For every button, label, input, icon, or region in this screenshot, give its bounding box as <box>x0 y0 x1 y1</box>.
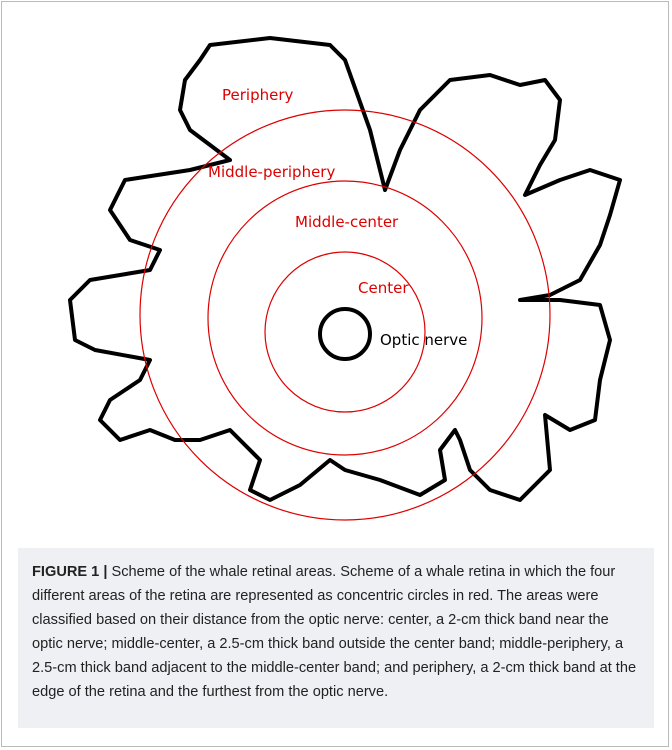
retina-outline <box>70 38 620 500</box>
area-label: Middle-center <box>295 213 399 231</box>
area-label: Periphery <box>222 86 293 104</box>
periphery-circle <box>140 110 550 520</box>
area-label: Middle-periphery <box>208 163 335 181</box>
caption-label: FIGURE 1 | <box>32 564 107 580</box>
caption: FIGURE 1 | Scheme of the whale retinal a… <box>18 548 654 728</box>
optic-nerve <box>320 309 370 359</box>
caption-text: Scheme of the whale retinal areas. Schem… <box>32 564 636 700</box>
optic-nerve-label: Optic nerve <box>380 331 467 349</box>
page: Periphery Middle-periphery Middle-center… <box>0 0 672 750</box>
area-label: Center <box>358 279 409 297</box>
retina-figure: Periphery Middle-periphery Middle-center… <box>0 0 672 540</box>
